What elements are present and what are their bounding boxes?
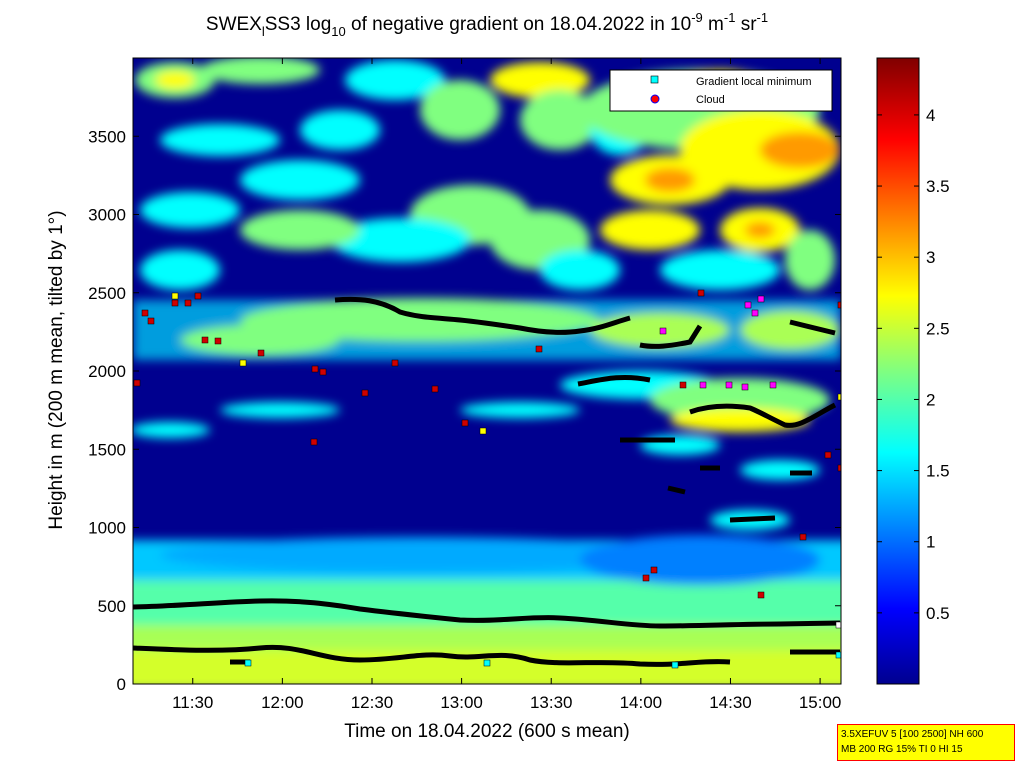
colorbar-tick-label: 4: [926, 106, 935, 125]
y-tick-label: 2500: [88, 284, 126, 303]
y-axis: 0 500 1000 1500 2000 2500 3000 3500: [88, 127, 841, 694]
info-line-1: 3.5XEFUV 5 [100 2500] NH 600: [841, 729, 984, 740]
minimum-markers-boundary: [133, 598, 841, 629]
cloud-points: [133, 289, 841, 599]
x-tick-label: 13:30: [530, 693, 573, 712]
x-axis-label: Time on 18.04.2022 (600 s mean): [344, 721, 630, 742]
legend-label-minimum: Gradient local minimum: [696, 76, 812, 88]
x-tick-label: 14:00: [620, 693, 663, 712]
colorbar-tick-label: 3.5: [926, 177, 950, 196]
y-tick-label: 2000: [88, 362, 126, 381]
chart-title: SWEXlSS3 log10 of negative gradient on 1…: [206, 10, 768, 39]
x-tick-label: 11:30: [172, 693, 213, 712]
y-axis-label: Height in m (200 m mean, tilted by 1°): [46, 210, 67, 529]
x-tick-label: 15:00: [799, 693, 842, 712]
y-tick-label: 3500: [88, 127, 126, 146]
info-line-2: MB 200 RG 15% TI 0 HI 15: [841, 744, 963, 755]
cloud-markers-mid: [334, 296, 837, 523]
y-tick-label: 0: [117, 675, 126, 694]
x-tick-label: 13:00: [440, 693, 483, 712]
colorbar-tick-label: 1: [926, 533, 935, 552]
colorbar-axis: 0.5 1 1.5 2 2.5 3 3.5 4: [877, 106, 950, 623]
colorbar-tick-label: 1.5: [926, 462, 950, 481]
legend-marker-minimum: [650, 75, 659, 84]
x-tick-label: 14:30: [709, 693, 752, 712]
minimum-points: [171, 292, 841, 669]
colorbar: [876, 57, 920, 685]
legend-box: [609, 69, 833, 112]
y-tick-label: 1500: [88, 440, 126, 459]
legend-marker-cloud: [650, 94, 660, 104]
heatmap: [133, 58, 841, 684]
y-tick-label: 3000: [88, 206, 126, 225]
y-tick-label: 500: [98, 597, 126, 616]
colorbar-tick-label: 2: [926, 390, 935, 409]
legend-label-cloud: Cloud: [696, 94, 725, 106]
colorbar-tick-label: 0.5: [926, 604, 950, 623]
x-tick-label: 12:30: [351, 693, 394, 712]
x-tick-label: 12:00: [261, 693, 304, 712]
colorbar-tick-label: 2.5: [926, 319, 950, 338]
colorbar-tick-label: 3: [926, 248, 935, 267]
x-axis: 11:30 12:00 12:30 13:00 13:30 14:00 14:30 15:00: [172, 58, 841, 712]
heatmap-texture: [133, 58, 841, 684]
y-tick-label: 1000: [88, 519, 126, 538]
info-box: 3.5XEFUV 5 [100 2500] NH 600 MB 200 RG 1…: [837, 724, 1015, 761]
legend: Gradient local minimum Cloud: [609, 69, 833, 112]
